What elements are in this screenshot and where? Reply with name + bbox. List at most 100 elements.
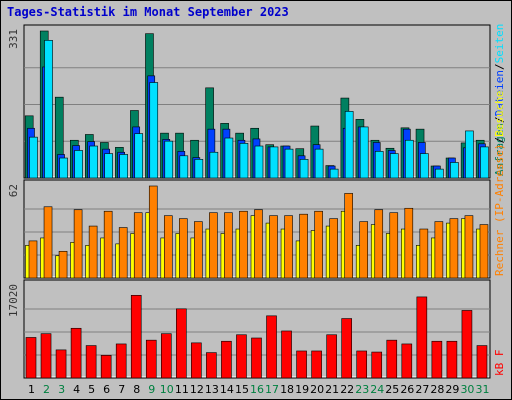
rechner-bar-day-17 <box>269 215 278 279</box>
x-tick-label-day-21: 21 <box>325 383 339 396</box>
legend-part-4: / <box>493 63 506 70</box>
seiten-bar-day-26 <box>405 139 414 179</box>
x-tick-label-day-25: 25 <box>385 383 399 396</box>
x-tick-label-day-13: 13 <box>205 383 219 396</box>
kbf-bar-day-6 <box>100 354 112 379</box>
kbf-bar-day-22 <box>341 318 352 379</box>
x-tick-label-day-27: 27 <box>415 383 429 396</box>
x-tick-label-day-30: 30 <box>460 383 474 396</box>
seiten-bar-day-14 <box>224 137 234 179</box>
seiten-bar-day-13 <box>209 151 219 179</box>
x-tick-label-day-23: 23 <box>355 383 369 396</box>
legend-part-5: Seiten <box>493 24 506 64</box>
kbf-bar-day-14 <box>221 340 232 379</box>
rechner-bar-day-27 <box>419 228 429 279</box>
rechner-bar-day-9 <box>148 185 158 279</box>
seiten-bar-day-17 <box>269 146 279 179</box>
page-title: Tages-Statistik im Monat September 2023 <box>7 5 289 19</box>
x-tick-label-day-31: 31 <box>475 383 489 396</box>
rechner-bar-day-1 <box>28 240 38 279</box>
seiten-bar-day-23 <box>359 126 369 179</box>
x-tick-label-day-24: 24 <box>370 383 384 396</box>
rechner-bar-day-30 <box>464 215 474 279</box>
rechner-bar-day-13 <box>209 212 218 279</box>
seiten-bar-day-22 <box>344 111 354 179</box>
legend-part-2: / <box>493 137 506 144</box>
seiten-bar-day-9 <box>149 82 159 179</box>
rechner-bar-day-28 <box>434 221 444 279</box>
kbf-bar-day-11 <box>176 308 187 379</box>
rechner-bar-day-24 <box>374 209 384 279</box>
legend-part-3: Dateien <box>493 70 506 116</box>
x-tick-label-day-8: 8 <box>133 383 140 396</box>
x-tick-label-day-12: 12 <box>190 383 204 396</box>
kbf-bar-day-19 <box>296 350 307 379</box>
rechner-bar-day-20 <box>314 210 323 279</box>
kbf-bar-day-9 <box>145 339 157 379</box>
x-tick-label-day-20: 20 <box>310 383 324 396</box>
x-tick-label-day-9: 9 <box>148 383 155 396</box>
panel-2-max-label: 62 <box>7 184 20 197</box>
rechner-bar-day-10 <box>163 215 173 279</box>
panel-1-max-label: 331 <box>7 29 20 49</box>
seiten-bar-day-29 <box>450 162 459 179</box>
x-tick-label-day-1: 1 <box>28 383 35 396</box>
seiten-bar-day-19 <box>299 159 309 179</box>
seiten-bar-day-16 <box>254 145 264 179</box>
seiten-bar-day-18 <box>284 148 294 179</box>
x-tick-label-day-4: 4 <box>73 383 80 396</box>
x-tick-label-day-29: 29 <box>445 383 459 396</box>
seiten-bar-day-1 <box>29 136 38 179</box>
kbf-bar-day-30 <box>461 310 473 379</box>
kbf-bar-day-15 <box>236 334 247 379</box>
kbf-bar-day-28 <box>431 340 443 379</box>
seiten-bar-day-20 <box>314 148 324 179</box>
rechner-bar-day-21 <box>329 218 338 279</box>
seiten-bar-day-25 <box>389 153 399 179</box>
x-tick-label-day-3: 3 <box>58 383 65 396</box>
kbf-bar-day-18 <box>281 330 292 379</box>
seiten-bar-day-31 <box>480 146 489 179</box>
seiten-bar-day-2 <box>44 40 53 179</box>
kbf-bar-day-23 <box>356 350 368 379</box>
panel-3-legend: kB F <box>493 350 506 377</box>
x-tick-label-day-28: 28 <box>430 383 444 396</box>
seiten-bar-day-6 <box>104 153 113 179</box>
rechner-bar-day-22 <box>344 193 353 279</box>
legend-part-1: Anfragen <box>493 123 506 176</box>
kbf-bar-day-12 <box>191 342 202 379</box>
rechner-bar-day-12 <box>194 221 203 279</box>
legend-part-1: kB F <box>493 350 506 377</box>
seiten-bar-day-21 <box>329 168 339 179</box>
seiten-bar-day-7 <box>119 154 128 179</box>
rechner-bar-day-25 <box>389 212 399 279</box>
rechner-bar-day-5 <box>88 225 98 279</box>
seiten-bar-day-30 <box>465 130 474 179</box>
x-tick-label-day-22: 22 <box>340 383 354 396</box>
rechner-bar-day-23 <box>359 221 369 279</box>
kbf-bar-day-25 <box>386 339 398 379</box>
rechner-bar-day-26 <box>404 207 414 279</box>
rechner-bar-day-29 <box>449 218 459 279</box>
legend-part-1: Rechner (IP-Adresse) <box>493 144 506 276</box>
kbf-bar-day-3 <box>55 349 67 379</box>
rechner-bar-day-31 <box>479 224 489 279</box>
legend-part-2: / <box>493 116 506 123</box>
legend-part-3: Besuche <box>493 91 506 137</box>
seiten-bar-day-4 <box>74 150 83 179</box>
seiten-bar-day-27 <box>420 153 429 179</box>
rechner-bar-day-8 <box>133 212 143 279</box>
panel-2-legend: Rechner (IP-Adresse)/Besuche <box>493 91 506 276</box>
x-tick-label-day-18: 18 <box>280 383 294 396</box>
seiten-bar-day-3 <box>59 157 68 179</box>
panel-1-legend: Anfragen/Dateien/Seiten <box>493 24 506 176</box>
x-tick-label-day-6: 6 <box>103 383 110 396</box>
kbf-bar-day-27 <box>416 296 428 379</box>
rechner-bar-day-18 <box>284 215 293 279</box>
seiten-bar-day-15 <box>239 143 249 179</box>
kbf-bar-day-20 <box>311 350 322 379</box>
seiten-bar-day-5 <box>89 145 98 179</box>
kbf-bar-day-21 <box>326 334 337 379</box>
x-tick-label-day-11: 11 <box>175 383 189 396</box>
